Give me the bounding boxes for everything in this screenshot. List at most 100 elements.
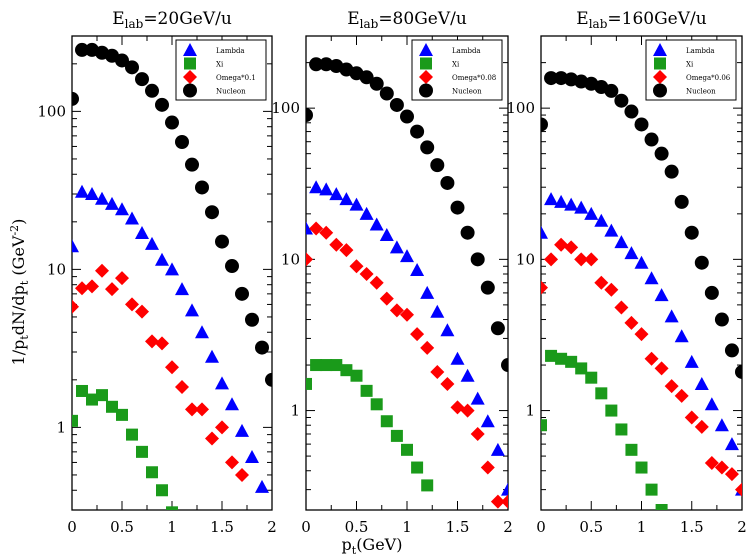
data-point-square <box>86 393 98 406</box>
data-point-diamond <box>185 402 199 417</box>
data-point-circle <box>175 135 189 150</box>
data-point-square <box>360 384 373 397</box>
data-point-circle <box>470 252 485 267</box>
data-point-diamond <box>594 275 609 290</box>
data-point-square <box>330 359 343 372</box>
data-point-square <box>401 443 413 456</box>
data-point-diamond <box>135 304 149 319</box>
data-point-diamond <box>235 467 249 482</box>
data-point-square <box>585 371 598 384</box>
data-point-triangle <box>329 187 344 201</box>
data-point-triangle <box>72 239 79 253</box>
data-point-triangle <box>400 249 414 263</box>
data-point-triangle <box>440 323 455 337</box>
data-point-circle <box>410 124 425 139</box>
data-point-circle <box>604 83 619 98</box>
data-point-circle <box>501 358 508 373</box>
data-point-diamond <box>309 221 324 236</box>
data-point-diamond <box>724 467 739 482</box>
data-point-circle <box>440 175 455 190</box>
x-tick-label: 1.5 <box>210 518 234 536</box>
legend-marker-triangle <box>183 43 197 56</box>
y-tick-label: 1 <box>290 402 300 420</box>
data-point-circle <box>359 70 374 85</box>
data-point-square <box>350 369 363 382</box>
data-point-triangle <box>410 263 425 277</box>
data-point-square <box>166 506 178 510</box>
data-point-diamond <box>306 252 313 267</box>
data-point-triangle <box>225 397 239 411</box>
data-point-triangle <box>349 197 364 211</box>
data-point-diamond <box>329 237 344 252</box>
data-point-triangle <box>389 240 404 254</box>
data-point-diamond <box>215 420 229 435</box>
data-point-circle <box>634 117 649 132</box>
data-point-square <box>390 429 403 442</box>
data-point-circle <box>306 108 313 123</box>
x-tick-label: 2 <box>503 518 513 536</box>
data-point-triangle <box>165 262 179 276</box>
y-tick-label: 10 <box>47 260 66 278</box>
data-point-circle <box>460 225 475 240</box>
legend-marker-square <box>184 57 196 70</box>
chart-title: Elab=80GeV/u <box>347 9 467 31</box>
x-tick-label: 1.5 <box>446 518 470 536</box>
data-point-triangle <box>125 211 139 225</box>
legend-label: Nucleon <box>452 88 482 96</box>
x-tick-label: 1.5 <box>680 518 704 536</box>
data-point-diamond <box>664 379 679 394</box>
data-point-diamond <box>369 275 384 290</box>
x-tick-label: 0 <box>67 518 77 536</box>
data-point-circle <box>674 194 689 209</box>
data-point-triangle <box>594 213 609 227</box>
y-tick-label: 10 <box>281 250 300 268</box>
data-point-square <box>635 461 648 474</box>
data-point-square <box>116 408 128 421</box>
data-points <box>72 42 272 510</box>
y-tick-label: 100 <box>37 102 66 120</box>
legend-marker-triangle <box>653 43 667 56</box>
data-point-triangle <box>584 206 599 220</box>
legend: Lambda Xi Omega*0.1 Nucleon <box>175 39 267 101</box>
data-point-triangle <box>664 309 679 323</box>
data-point-triangle <box>624 246 639 260</box>
data-point-diamond <box>624 315 639 330</box>
data-point-circle <box>389 97 404 112</box>
data-point-diamond <box>541 280 548 295</box>
data-point-circle <box>379 86 394 101</box>
chart-panel-2: 0 0.5 1 1.5 2 1 10 100 Elab=80GeV/u Lambda Xi Omega… <box>271 9 513 536</box>
data-point-square <box>96 389 108 402</box>
data-point-triangle <box>704 397 719 411</box>
data-point-circle <box>684 225 699 240</box>
data-point-diamond <box>704 456 719 471</box>
y-tick-label: 100 <box>506 99 535 117</box>
data-point-diamond <box>359 267 374 282</box>
data-point-diamond <box>644 351 659 366</box>
legend-marker-diamond <box>653 70 667 84</box>
data-point-triangle <box>654 288 669 302</box>
x-tick-label: 2 <box>267 518 277 536</box>
data-point-square <box>555 352 568 365</box>
data-point-diamond <box>480 460 495 475</box>
data-point-diamond <box>195 402 209 417</box>
legend-label: Lambda <box>216 47 245 55</box>
data-point-triangle <box>155 252 169 266</box>
legend-marker-circle <box>653 83 667 98</box>
data-point-circle <box>205 205 219 220</box>
data-point-triangle <box>544 192 559 206</box>
data-point-triangle <box>554 194 569 208</box>
legend-label: Omega*0.08 <box>452 74 496 82</box>
data-point-circle <box>714 312 729 327</box>
x-tick-label: 0.5 <box>579 518 603 536</box>
data-point-triangle <box>574 200 589 214</box>
data-point-circle <box>135 72 149 87</box>
legend-label: Xi <box>216 61 224 69</box>
data-point-square <box>411 461 424 474</box>
data-point-triangle <box>564 197 579 211</box>
x-axis-label: pt(GeV) <box>342 535 403 556</box>
data-point-triangle <box>339 192 354 206</box>
data-point-circle <box>694 255 709 270</box>
data-point-triangle <box>644 271 659 285</box>
data-point-diamond <box>584 252 599 267</box>
legend-label: Lambda <box>452 47 481 55</box>
